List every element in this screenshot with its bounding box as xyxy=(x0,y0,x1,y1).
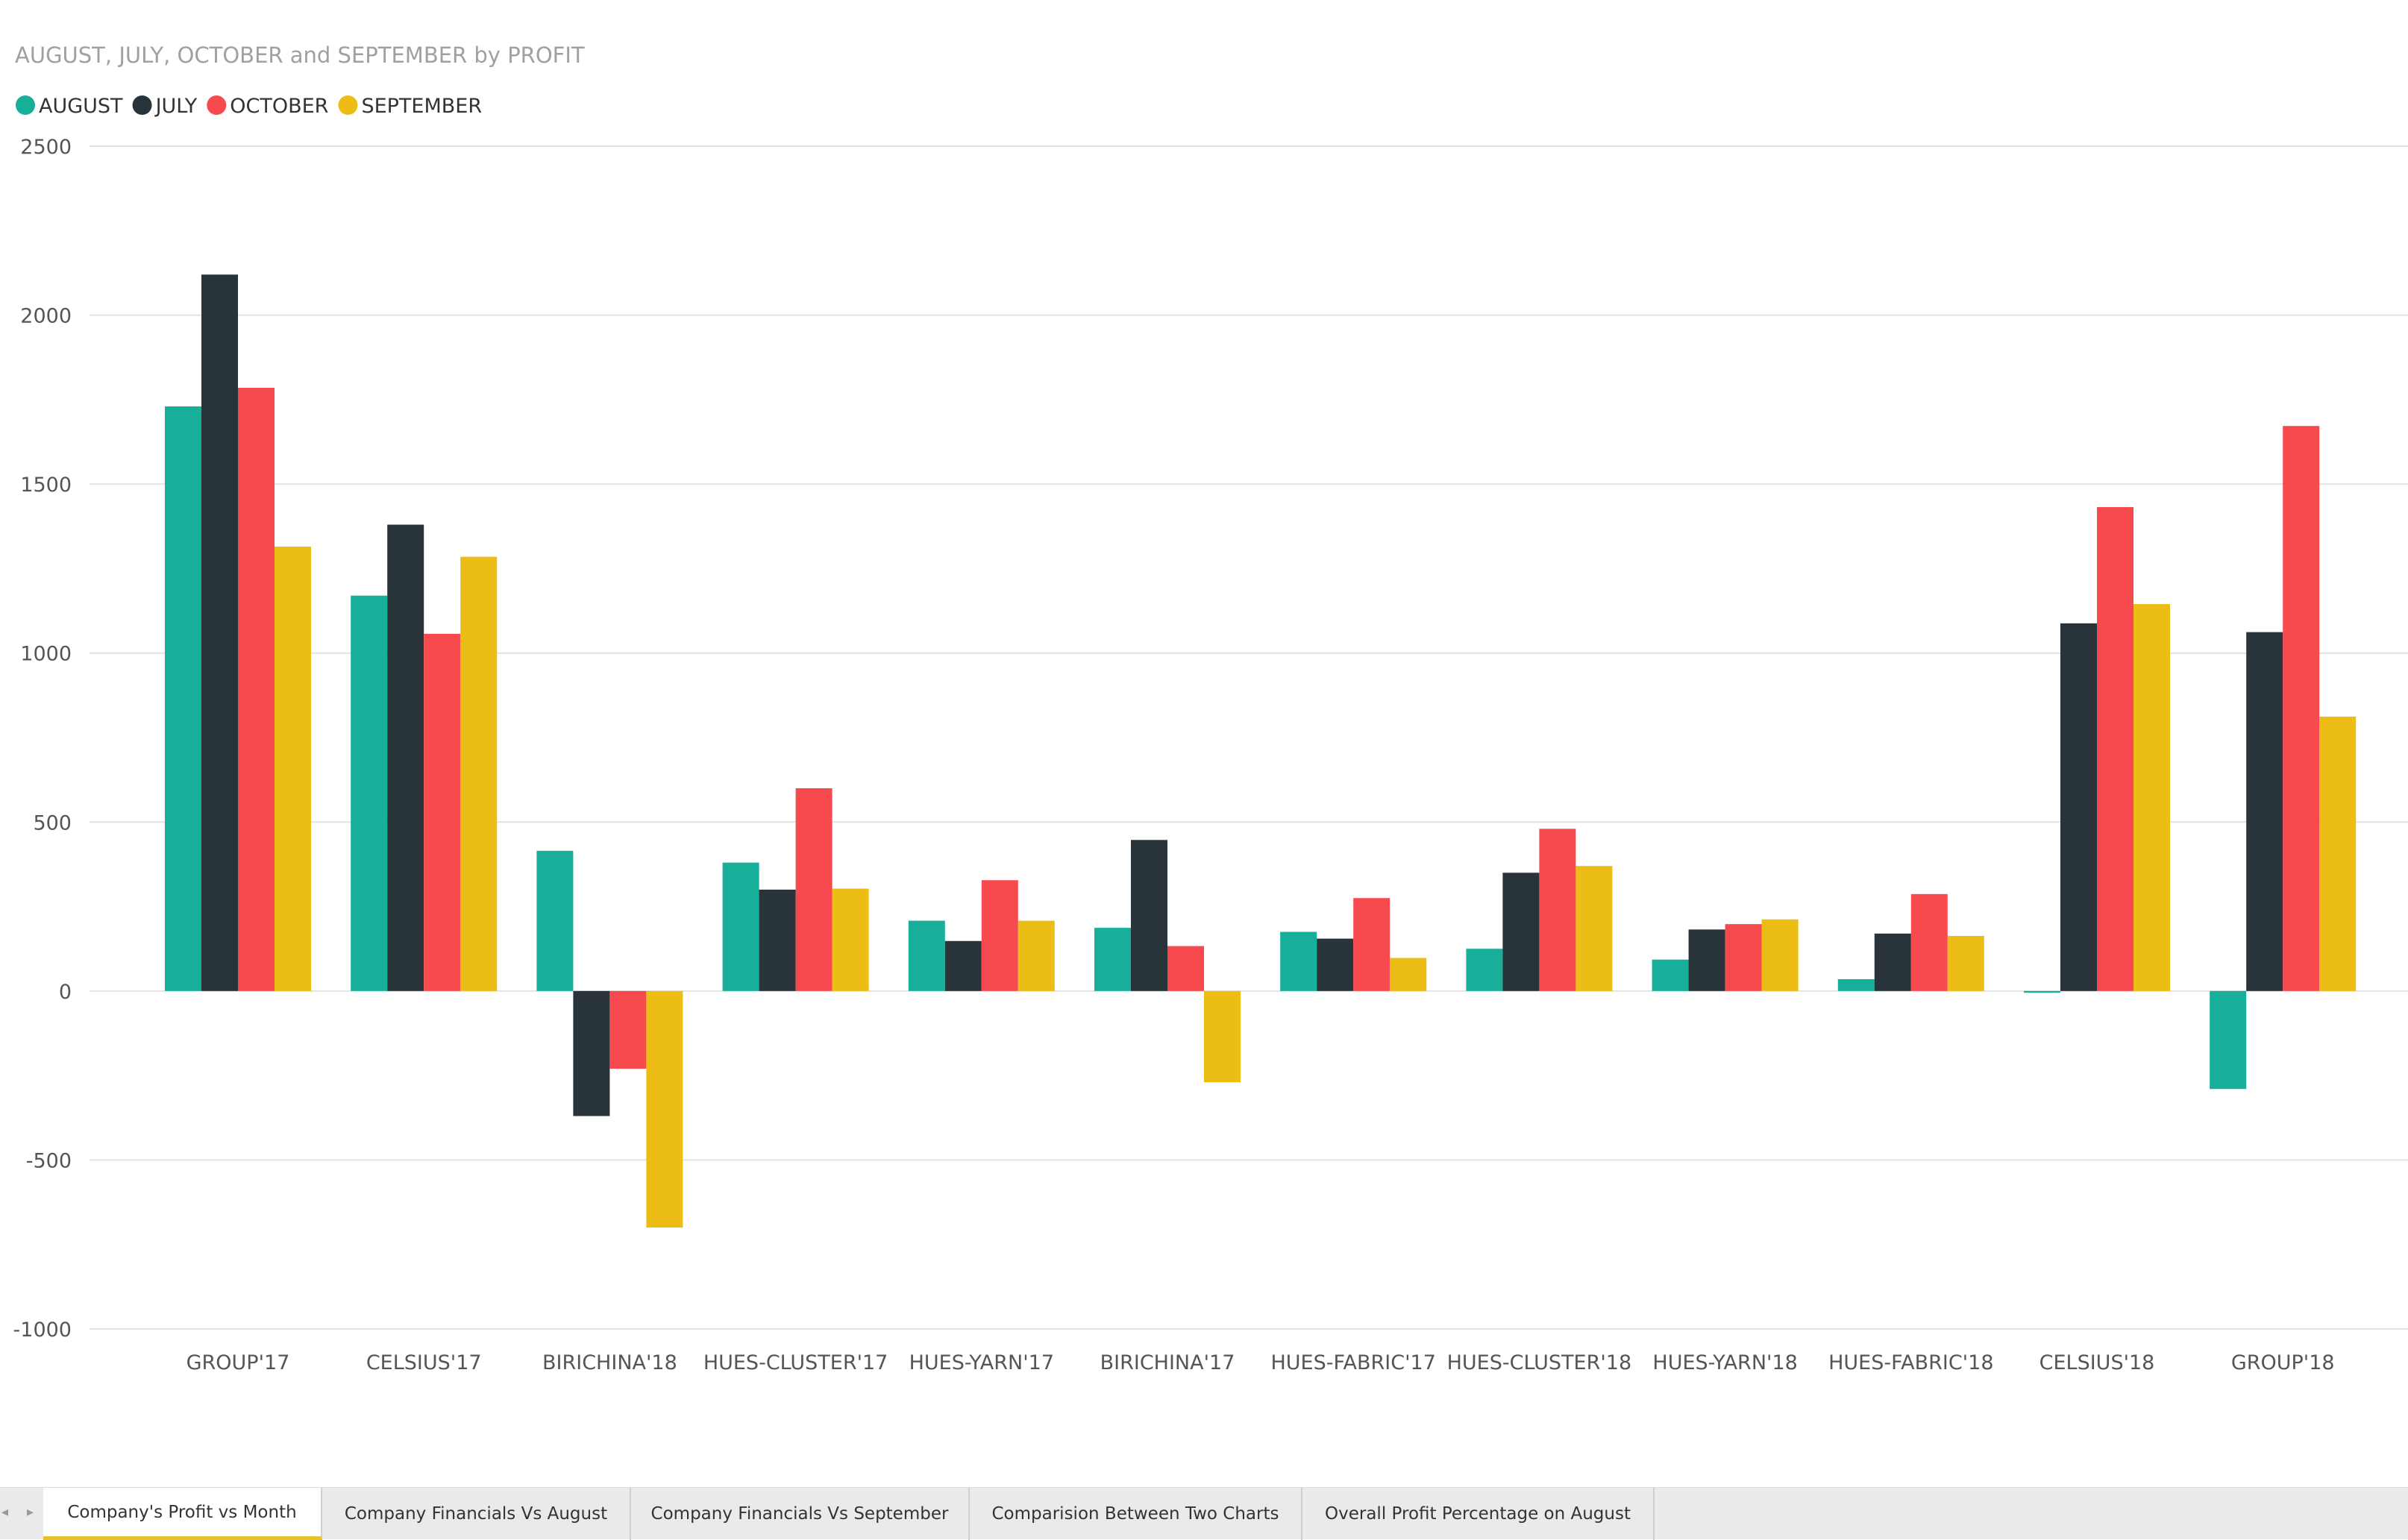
bar-september[interactable] xyxy=(1204,990,1241,1083)
tab-label: Overall Profit Percentage on August xyxy=(1325,1504,1631,1524)
bar-august[interactable] xyxy=(165,406,201,991)
tab-comparision-between-two-charts[interactable]: Comparision Between Two Charts xyxy=(970,1488,1302,1540)
bar-september[interactable] xyxy=(460,556,498,991)
x-tick-label: HUES-FABRIC'18 xyxy=(1828,1351,1993,1374)
bar-july[interactable] xyxy=(1317,938,1354,991)
bar-august[interactable] xyxy=(2024,990,2060,993)
legend-label-september[interactable]: SEPTEMBER xyxy=(361,95,482,118)
bar-september[interactable] xyxy=(2133,604,2170,991)
bar-august[interactable] xyxy=(1837,978,1875,991)
bar-october[interactable] xyxy=(1910,893,1948,991)
bar-july[interactable] xyxy=(573,990,610,1116)
x-tick-label: CELSIUS'18 xyxy=(2039,1351,2155,1374)
bar-october[interactable] xyxy=(424,633,461,991)
bar-july[interactable] xyxy=(2060,623,2097,991)
y-tick-label: 1000 xyxy=(20,643,72,666)
bar-august[interactable] xyxy=(536,850,574,991)
bar-october[interactable] xyxy=(795,788,833,991)
bar-october[interactable] xyxy=(609,990,647,1069)
bar-september[interactable] xyxy=(832,888,869,991)
tab-label: Comparision Between Two Charts xyxy=(991,1504,1279,1524)
bar-september[interactable] xyxy=(275,546,311,991)
x-tick-label: BIRICHINA'18 xyxy=(542,1351,677,1374)
x-axis: GROUP'17 CELSIUS'17 BIRICHINA'18 HUES-CLUST… xyxy=(186,1351,2335,1374)
y-tick-label: 1500 xyxy=(20,474,72,497)
bar-october[interactable] xyxy=(238,387,275,991)
bar-august[interactable] xyxy=(2210,990,2247,1090)
bar-september[interactable] xyxy=(2319,716,2357,991)
bar-august[interactable] xyxy=(1466,949,1503,991)
bars xyxy=(165,274,2357,1228)
bar-august[interactable] xyxy=(908,920,945,991)
bar-october[interactable] xyxy=(2097,506,2133,991)
legend-marker-july[interactable] xyxy=(132,95,152,115)
page-tab-bar: ◂ ▸ Company's Profit vs Month Company Fi… xyxy=(0,1487,2408,1540)
chart-title: AUGUST, JULY, OCTOBER and SEPTEMBER by P… xyxy=(15,43,585,68)
bar-august[interactable] xyxy=(1652,959,1689,991)
x-tick-label: CELSIUS'17 xyxy=(366,1351,482,1374)
x-tick-label: HUES-YARN'18 xyxy=(1652,1351,1797,1374)
tab-label: Company's Profit vs Month xyxy=(67,1502,297,1522)
bar-september[interactable] xyxy=(1761,919,1799,991)
x-tick-label: GROUP'17 xyxy=(186,1351,290,1374)
bar-september[interactable] xyxy=(1947,935,1984,991)
tab-companys-profit-vs-month[interactable]: Company's Profit vs Month xyxy=(43,1488,322,1540)
bar-october[interactable] xyxy=(1725,924,1762,991)
legend-label-october[interactable]: OCTOBER xyxy=(230,95,328,118)
bar-october[interactable] xyxy=(1353,898,1390,991)
bar-july[interactable] xyxy=(1688,929,1725,991)
bar-august[interactable] xyxy=(1094,928,1131,991)
bar-august[interactable] xyxy=(351,595,388,991)
bar-august[interactable] xyxy=(722,862,759,991)
bar-july[interactable] xyxy=(387,524,424,991)
bar-september[interactable] xyxy=(1018,920,1055,991)
tab-overall-profit-percentage-on-august[interactable]: Overall Profit Percentage on August xyxy=(1302,1488,1655,1540)
x-tick-label: BIRICHINA'17 xyxy=(1100,1351,1235,1374)
bar-july[interactable] xyxy=(1874,933,1911,991)
y-tick-label: -500 xyxy=(26,1149,72,1172)
x-tick-label: HUES-CLUSTER'17 xyxy=(703,1351,888,1374)
tab-label: Company Financials Vs September xyxy=(650,1504,949,1524)
bar-july[interactable] xyxy=(2246,632,2283,991)
x-tick-label: HUES-FABRIC'17 xyxy=(1270,1351,1435,1374)
x-tick-label: HUES-CLUSTER'18 xyxy=(1447,1351,1632,1374)
y-tick-label: 500 xyxy=(33,811,72,835)
legend: AUGUST JULY OCTOBER SEPTEMBER xyxy=(16,95,482,118)
tab-company-financials-vs-september[interactable]: Company Financials Vs September xyxy=(631,1488,970,1540)
bar-october[interactable] xyxy=(2283,426,2320,991)
bar-august[interactable] xyxy=(1280,931,1317,991)
bar-july[interactable] xyxy=(1131,840,1167,991)
bar-chart: AUGUST, JULY, OCTOBER and SEPTEMBER by P… xyxy=(13,43,2408,1374)
y-tick-label: 0 xyxy=(59,981,72,1004)
tab-label: Company Financials Vs August xyxy=(344,1504,608,1524)
y-tick-label: 2500 xyxy=(20,136,72,159)
bar-september[interactable] xyxy=(1390,958,1427,991)
bar-october[interactable] xyxy=(981,880,1018,991)
bar-october[interactable] xyxy=(1167,946,1204,991)
bar-july[interactable] xyxy=(759,889,796,991)
bar-september[interactable] xyxy=(646,990,683,1228)
legend-label-august[interactable]: AUGUST xyxy=(39,95,123,118)
bar-october[interactable] xyxy=(1539,829,1576,991)
chevron-right-icon[interactable]: ▸ xyxy=(27,1504,34,1520)
y-axis: 2500 2000 1500 1000 500 0 -500 -1000 xyxy=(13,136,72,1342)
legend-marker-september[interactable] xyxy=(338,95,358,115)
legend-marker-august[interactable] xyxy=(16,95,35,115)
x-tick-label: GROUP'18 xyxy=(2231,1351,2335,1374)
legend-marker-october[interactable] xyxy=(207,95,227,115)
x-tick-label: HUES-YARN'17 xyxy=(909,1351,1054,1374)
y-tick-label: 2000 xyxy=(20,305,72,328)
tab-company-financials-vs-august[interactable]: Company Financials Vs August xyxy=(322,1488,631,1540)
legend-label-july[interactable]: JULY xyxy=(154,95,198,118)
bar-july[interactable] xyxy=(1502,873,1540,991)
bar-july[interactable] xyxy=(944,940,982,991)
chevron-left-icon[interactable]: ◂ xyxy=(1,1504,9,1520)
y-tick-label: -1000 xyxy=(13,1319,72,1342)
bar-september[interactable] xyxy=(1575,866,1613,991)
bar-july[interactable] xyxy=(201,274,238,991)
